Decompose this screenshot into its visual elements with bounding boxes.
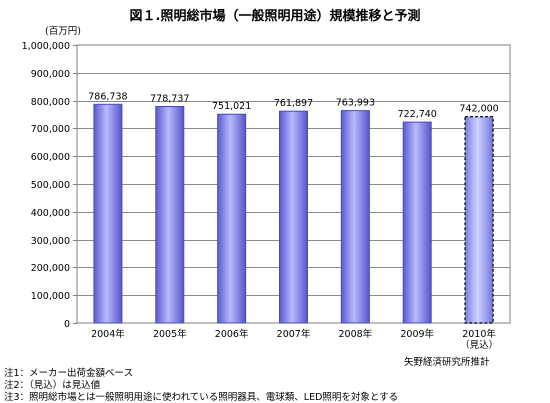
note-1: 注1：メーカー出荷金額ベース xyxy=(4,368,134,379)
x-category-label: 2009年 xyxy=(400,328,434,340)
bar xyxy=(340,110,370,324)
note-2: 注2：（見込）は見込値 xyxy=(4,380,101,391)
bar xyxy=(155,106,185,324)
y-tick-label: 800,000 xyxy=(31,97,70,108)
x-category-label: 2006年 xyxy=(215,328,249,340)
y-axis-unit-label: (百万円) xyxy=(45,26,81,37)
x-category-label: 2007年 xyxy=(277,328,311,340)
data-label: 751,021 xyxy=(212,101,251,112)
note-3: 注3：照明総市場とは一般照明用途に使われている照明器具、電球類、LED照明を対象… xyxy=(4,392,399,403)
data-label: 742,000 xyxy=(459,104,498,115)
y-tick-label: 400,000 xyxy=(31,208,70,219)
data-label: 761,897 xyxy=(274,98,313,109)
data-label: 722,740 xyxy=(398,109,437,120)
y-tick-label: 900,000 xyxy=(31,69,70,80)
data-label: 763,993 xyxy=(336,98,375,109)
x-category-label: 2005年 xyxy=(153,328,187,340)
y-tick-label: 1,000,000 xyxy=(22,41,70,52)
x-category-sublabel: （見込） xyxy=(460,339,498,351)
source-credit: 矢野経済研究所推計 xyxy=(404,357,490,368)
bar xyxy=(93,103,123,324)
x-category-label: 2008年 xyxy=(339,328,373,340)
y-tick-label: 200,000 xyxy=(31,263,70,274)
y-tick-label: 0 xyxy=(64,319,70,330)
bar xyxy=(217,113,247,324)
x-category-label: 2010年 xyxy=(462,328,496,340)
y-tick-label: 100,000 xyxy=(31,291,70,302)
y-tick-label: 500,000 xyxy=(31,180,70,191)
chart-title: 図１.照明総市場（一般照明用途）規模推移と予測 xyxy=(129,9,421,24)
bar xyxy=(402,121,432,324)
bar-estimate xyxy=(464,116,494,324)
data-label: 786,738 xyxy=(88,91,127,102)
y-tick-label: 300,000 xyxy=(31,236,70,247)
x-category-label: 2004年 xyxy=(91,328,125,340)
bar xyxy=(279,110,308,324)
data-label: 778,737 xyxy=(150,94,189,105)
y-tick-label: 700,000 xyxy=(31,124,70,135)
y-tick-label: 600,000 xyxy=(31,152,70,163)
